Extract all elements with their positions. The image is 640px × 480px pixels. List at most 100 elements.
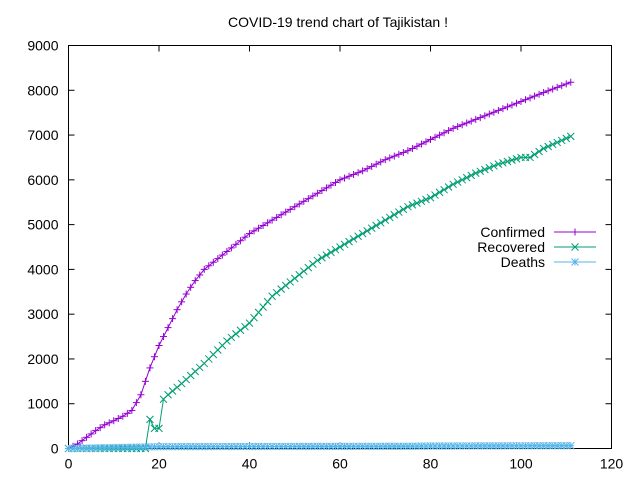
series-point-confirmed	[526, 94, 534, 102]
series-point-confirmed	[223, 247, 231, 255]
series-point-confirmed	[345, 172, 353, 180]
series-point-confirmed	[146, 364, 154, 372]
series-point-confirmed	[137, 391, 145, 399]
series-point-confirmed	[512, 99, 520, 107]
series-point-confirmed	[141, 377, 149, 385]
series-point-recovered	[372, 221, 381, 230]
x-tick-label: 100	[509, 456, 533, 472]
series-point-confirmed	[160, 333, 168, 341]
plot-series	[64, 78, 575, 453]
series-point-confirmed	[123, 409, 131, 417]
series-point-confirmed	[454, 123, 462, 131]
series-point-confirmed	[458, 121, 466, 129]
series-point-confirmed	[246, 230, 253, 238]
series-point-confirmed	[508, 101, 516, 109]
series-point-confirmed	[173, 306, 181, 314]
series-point-confirmed	[336, 176, 344, 184]
series-point-recovered	[489, 162, 498, 170]
chart-title: COVID-19 trend chart of Tajikistan !	[228, 14, 448, 30]
series-point-recovered	[539, 144, 548, 153]
series-point-confirmed	[386, 154, 394, 162]
series-point-recovered	[250, 313, 258, 322]
x-tick-label: 40	[242, 456, 258, 472]
series-point-recovered	[390, 210, 399, 219]
series-point-confirmed	[503, 103, 511, 111]
series-point-confirmed	[282, 208, 290, 216]
series-point-confirmed	[544, 87, 552, 95]
series-point-recovered	[426, 193, 435, 202]
series-point-confirmed	[169, 315, 177, 323]
series-point-recovered	[385, 213, 394, 222]
series-point-recovered	[394, 208, 403, 216]
series-point-confirmed	[277, 211, 285, 219]
series-point-confirmed	[105, 419, 113, 427]
series-point-recovered	[404, 202, 412, 211]
series-point-confirmed	[322, 184, 330, 192]
series-point-recovered	[363, 227, 372, 235]
series-point-confirmed	[331, 179, 339, 187]
series-point-recovered	[295, 270, 304, 279]
series-point-confirmed	[291, 203, 299, 211]
series-point-confirmed	[354, 169, 362, 177]
series-point-recovered	[236, 326, 245, 335]
series-point-recovered	[408, 201, 417, 209]
series-point-confirmed	[431, 133, 439, 141]
series-point-recovered	[376, 218, 385, 227]
series-point-confirmed	[499, 105, 507, 113]
series-point-recovered	[263, 297, 272, 306]
series-point-confirmed	[427, 136, 434, 144]
series-point-recovered	[381, 216, 390, 224]
series-point-recovered	[480, 165, 489, 174]
series-point-confirmed	[178, 298, 186, 306]
series-point-confirmed	[182, 290, 190, 298]
series-point-confirmed	[413, 142, 421, 150]
series-point-confirmed	[463, 119, 471, 127]
series-point-confirmed	[368, 162, 376, 170]
series-point-recovered	[548, 140, 557, 149]
series-point-recovered	[281, 281, 290, 290]
series-point-confirmed	[96, 424, 104, 432]
series-point-confirmed	[472, 115, 480, 123]
series-point-confirmed	[440, 129, 448, 137]
y-tick-label: 3000	[27, 306, 58, 322]
series-point-recovered	[146, 415, 154, 424]
x-tick-label: 120	[600, 456, 624, 472]
series-point-confirmed	[286, 205, 294, 213]
series-point-recovered	[462, 173, 471, 182]
series-point-confirmed	[372, 160, 380, 168]
series-point-confirmed	[390, 152, 398, 160]
series-point-recovered	[223, 337, 231, 345]
series-point-recovered	[299, 267, 308, 276]
x-tick-label: 60	[332, 456, 348, 472]
series-point-recovered	[503, 157, 512, 166]
series-point-recovered	[155, 424, 163, 433]
series-point-confirmed	[318, 187, 326, 195]
y-axis: 0 1000 2000 3000 4000 5000 6000 7000 8000 9000	[27, 38, 612, 457]
series-point-recovered	[499, 158, 507, 167]
series-point-recovered	[313, 256, 322, 265]
series-point-recovered	[290, 274, 299, 283]
series-point-recovered	[168, 387, 177, 395]
legend-label-confirmed: Confirmed	[480, 224, 545, 240]
series-point-confirmed	[562, 80, 570, 88]
series-point-recovered	[327, 248, 335, 257]
series-point-recovered	[444, 183, 453, 191]
legend-marker-confirmed	[571, 228, 579, 236]
series-point-confirmed	[214, 255, 222, 263]
series-point-confirmed	[164, 324, 172, 332]
series-point-recovered	[308, 260, 317, 268]
series-point-recovered	[467, 171, 476, 180]
series-point-recovered	[440, 185, 448, 194]
series-point-recovered	[530, 150, 539, 159]
x-tick-label: 80	[423, 456, 439, 472]
series-point-confirmed	[422, 138, 430, 146]
series-point-confirmed	[485, 110, 493, 118]
series-point-deaths	[566, 441, 575, 450]
x-axis: 0 20 40 60 80 100 120	[65, 45, 624, 472]
series-point-confirmed	[445, 127, 453, 135]
series-point-recovered	[259, 303, 267, 311]
series-point-confirmed	[404, 147, 412, 155]
series-point-recovered	[336, 243, 344, 251]
series-point-recovered	[331, 245, 340, 254]
